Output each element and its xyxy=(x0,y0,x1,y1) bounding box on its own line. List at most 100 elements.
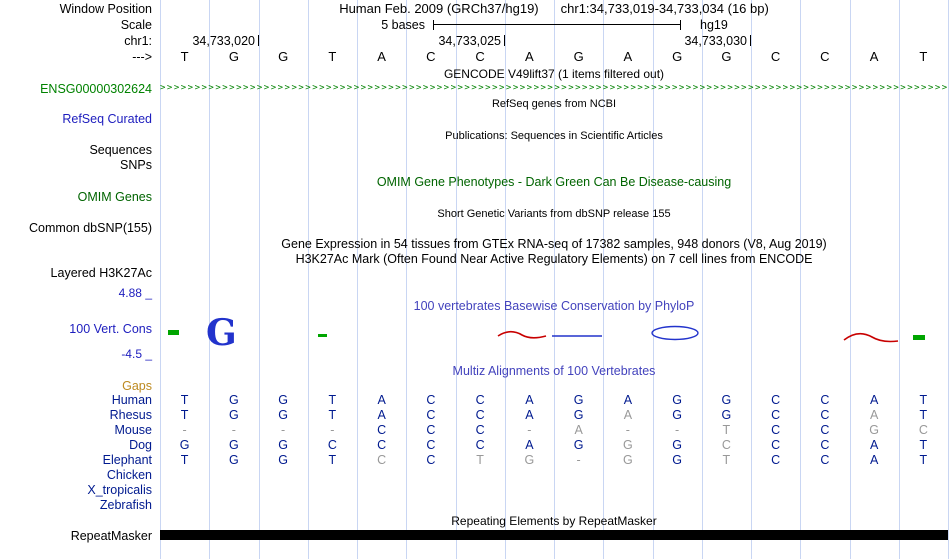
alignment-base: C xyxy=(918,423,928,437)
alignment-base: G xyxy=(278,393,288,407)
alignment-base: C xyxy=(426,438,436,452)
alignment-row-x-tropicalis[interactable] xyxy=(160,483,948,498)
alignment-base: G xyxy=(623,453,633,467)
alignment-base: C xyxy=(771,453,781,467)
base-gridline xyxy=(504,0,506,559)
base-gridline xyxy=(554,0,555,559)
track-title-gtex[interactable]: Gene Expression in 54 tissues from GTEx … xyxy=(281,237,827,251)
alignment-base: A xyxy=(869,393,879,407)
alignment-base: G xyxy=(672,393,682,407)
alignment-base: T xyxy=(328,393,337,407)
alignment-base: T xyxy=(476,453,484,467)
assembly-name: Human Feb. 2009 (GRCh37/hg19) xyxy=(339,1,539,16)
alignment-base: A xyxy=(377,408,386,422)
alignment-base: - xyxy=(281,423,286,437)
base-gridline xyxy=(455,0,457,559)
species-label-zebrafish[interactable]: Zebrafish xyxy=(99,498,152,512)
alignment-base: G xyxy=(278,408,288,422)
track-title-repeatmasker[interactable]: Repeating Elements by RepeatMasker xyxy=(451,514,657,528)
phylop-track[interactable]: G xyxy=(160,308,948,354)
phylop-max-value: 4.88 _ xyxy=(118,286,152,300)
gencode-gene-item[interactable]: >>>>>>>>>>>>>>>>>>>>>>>>>>>>>>>>>>>>>>>>… xyxy=(160,83,948,93)
alignment-base: T xyxy=(180,453,189,467)
base-letter: A xyxy=(623,49,633,64)
alignment-base: G xyxy=(524,453,535,467)
alignment-base: T xyxy=(919,438,928,452)
alignment-base: - xyxy=(330,423,335,437)
alignment-base: G xyxy=(229,453,239,467)
track-label-omim-genes[interactable]: OMIM Genes xyxy=(77,190,152,204)
alignment-base: C xyxy=(475,423,485,437)
track-title-omim[interactable]: OMIM Gene Phenotypes - Dark Green Can Be… xyxy=(376,175,732,189)
base-gridline xyxy=(800,0,802,559)
base-gridline xyxy=(307,0,309,559)
track-label-vert-cons[interactable]: 100 Vert. Cons xyxy=(69,322,152,336)
alignment-base: - xyxy=(675,423,680,437)
repeatmasker-item[interactable] xyxy=(160,530,948,540)
base-letter: T xyxy=(180,49,189,64)
base-letter: C xyxy=(770,49,781,64)
track-title-multiz[interactable]: Multiz Alignments of 100 Vertebrates xyxy=(452,364,656,378)
alignment-base: A xyxy=(574,423,583,437)
track-title-h3k27ac[interactable]: H3K27Ac Mark (Often Found Near Active Re… xyxy=(295,252,813,266)
alignment-base: G xyxy=(573,438,584,452)
alignment-base: C xyxy=(475,438,485,452)
species-label-mouse[interactable]: Mouse xyxy=(114,423,152,437)
alignment-row-chicken[interactable] xyxy=(160,468,948,483)
track-label-h3k27ac[interactable]: Layered H3K27Ac xyxy=(50,266,152,280)
track-title-gencode[interactable]: GENCODE V49lift37 (1 items filtered out) xyxy=(443,67,665,81)
track-label-snps[interactable]: SNPs xyxy=(120,158,152,172)
track-title-phylop[interactable]: 100 vertebrates Basewise Conservation by… xyxy=(413,299,695,313)
alignment-base: C xyxy=(820,453,830,467)
base-gridline xyxy=(948,0,949,559)
track-title-publications[interactable]: Publications: Sequences in Scientific Ar… xyxy=(445,130,663,142)
alignment-base: T xyxy=(919,393,928,407)
track-label-refseq-curated[interactable]: RefSeq Curated xyxy=(62,112,152,126)
alignment-base: C xyxy=(426,453,436,467)
phylop-min-value: -4.5 _ xyxy=(121,347,152,361)
window-position-value: chr1:34,733,019-34,733,034 (16 bp) xyxy=(560,1,769,16)
alignment-row-zebrafish[interactable] xyxy=(160,498,948,513)
base-letter: A xyxy=(377,49,386,64)
gene-item-label[interactable]: ENSG00000302624 xyxy=(40,82,152,96)
ruler-number: 34,733,025 xyxy=(438,34,501,48)
alignment-base: A xyxy=(525,438,534,452)
alignment-base: G xyxy=(721,393,732,407)
base-letter: C xyxy=(820,49,830,64)
alignment-base: A xyxy=(623,408,633,422)
species-label-chicken[interactable]: Chicken xyxy=(106,468,152,482)
alignment-base: G xyxy=(179,438,190,452)
species-label-rhesus[interactable]: Rhesus xyxy=(109,408,152,422)
species-label-human[interactable]: Human xyxy=(111,393,152,407)
cons-positive-mark xyxy=(168,330,179,335)
alignment-base: - xyxy=(527,423,532,437)
alignment-base: C xyxy=(820,423,830,437)
alignment-base: G xyxy=(672,438,682,452)
track-label-dbsnp[interactable]: Common dbSNP(155) xyxy=(29,221,152,235)
base-gridline xyxy=(160,0,161,559)
track-title-dbsnp[interactable]: Short Genetic Variants from dbSNP releas… xyxy=(437,208,671,220)
track-label-repeatmasker[interactable]: RepeatMasker xyxy=(70,529,152,543)
species-label-elephant[interactable]: Elephant xyxy=(102,453,152,467)
scale-assembly: hg19 xyxy=(700,18,728,32)
alignment-base: G xyxy=(721,408,732,422)
track-label-sequences[interactable]: Sequences xyxy=(89,143,152,157)
species-label-dog[interactable]: Dog xyxy=(129,438,152,452)
scale-label: Scale xyxy=(120,18,152,32)
species-label-x-tropicalis[interactable]: X_tropicalis xyxy=(87,483,152,497)
alignment-base: A xyxy=(525,393,534,407)
track-label-gaps[interactable]: Gaps xyxy=(122,379,152,393)
track-title-refseq[interactable]: RefSeq genes from NCBI xyxy=(491,98,617,110)
alignment-base: G xyxy=(278,453,288,467)
base-letter: T xyxy=(328,49,337,64)
base-gridline xyxy=(652,0,654,559)
alignment-base: G xyxy=(573,393,584,407)
alignment-base: C xyxy=(771,393,781,407)
base-letter: A xyxy=(869,49,879,64)
alignment-base: G xyxy=(278,438,288,452)
